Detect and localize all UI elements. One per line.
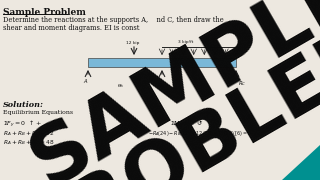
Text: $\Sigma M_c = 0\ \circlearrowleft$: $\Sigma M_c = 0\ \circlearrowleft$ [170,119,204,128]
Text: $R_C$: $R_C$ [238,79,246,88]
Text: A: A [83,79,87,84]
Text: Equilibrium Equations: Equilibrium Equations [3,110,73,115]
Text: $-R_A(24) - R_B(12) + 12(18) + [3(12)](6) = 0$: $-R_A(24) - R_B(12) + 12(18) + [3(12)](6… [148,129,253,138]
Text: $R_B$: $R_B$ [157,81,165,90]
Text: 3 kip/ft: 3 kip/ft [178,40,193,44]
Bar [88,58,236,67]
Text: 6ft: 6ft [118,84,124,88]
Text: Solution:: Solution: [3,101,44,109]
Text: $R_A + R_B + R_C - 12$: $R_A + R_B + R_C - 12$ [3,129,55,138]
Text: Sample Problem: Sample Problem [3,8,86,17]
Text: PROBLEM: PROBLEM [12,4,320,180]
Text: SAMPLE: SAMPLE [17,0,320,180]
Text: shear and moment diagrams. EI is const: shear and moment diagrams. EI is const [3,24,140,32]
Polygon shape [282,145,320,180]
Text: $\Sigma F_y = 0\ \uparrow+$: $\Sigma F_y = 0\ \uparrow+$ [3,119,43,130]
Text: $R_A + R_B + R_C = 48$: $R_A + R_B + R_C = 48$ [3,138,55,147]
Text: 12 kip: 12 kip [126,41,140,45]
Text: Determine the reactions at the supports A,    nd C, then draw the: Determine the reactions at the supports … [3,16,224,24]
